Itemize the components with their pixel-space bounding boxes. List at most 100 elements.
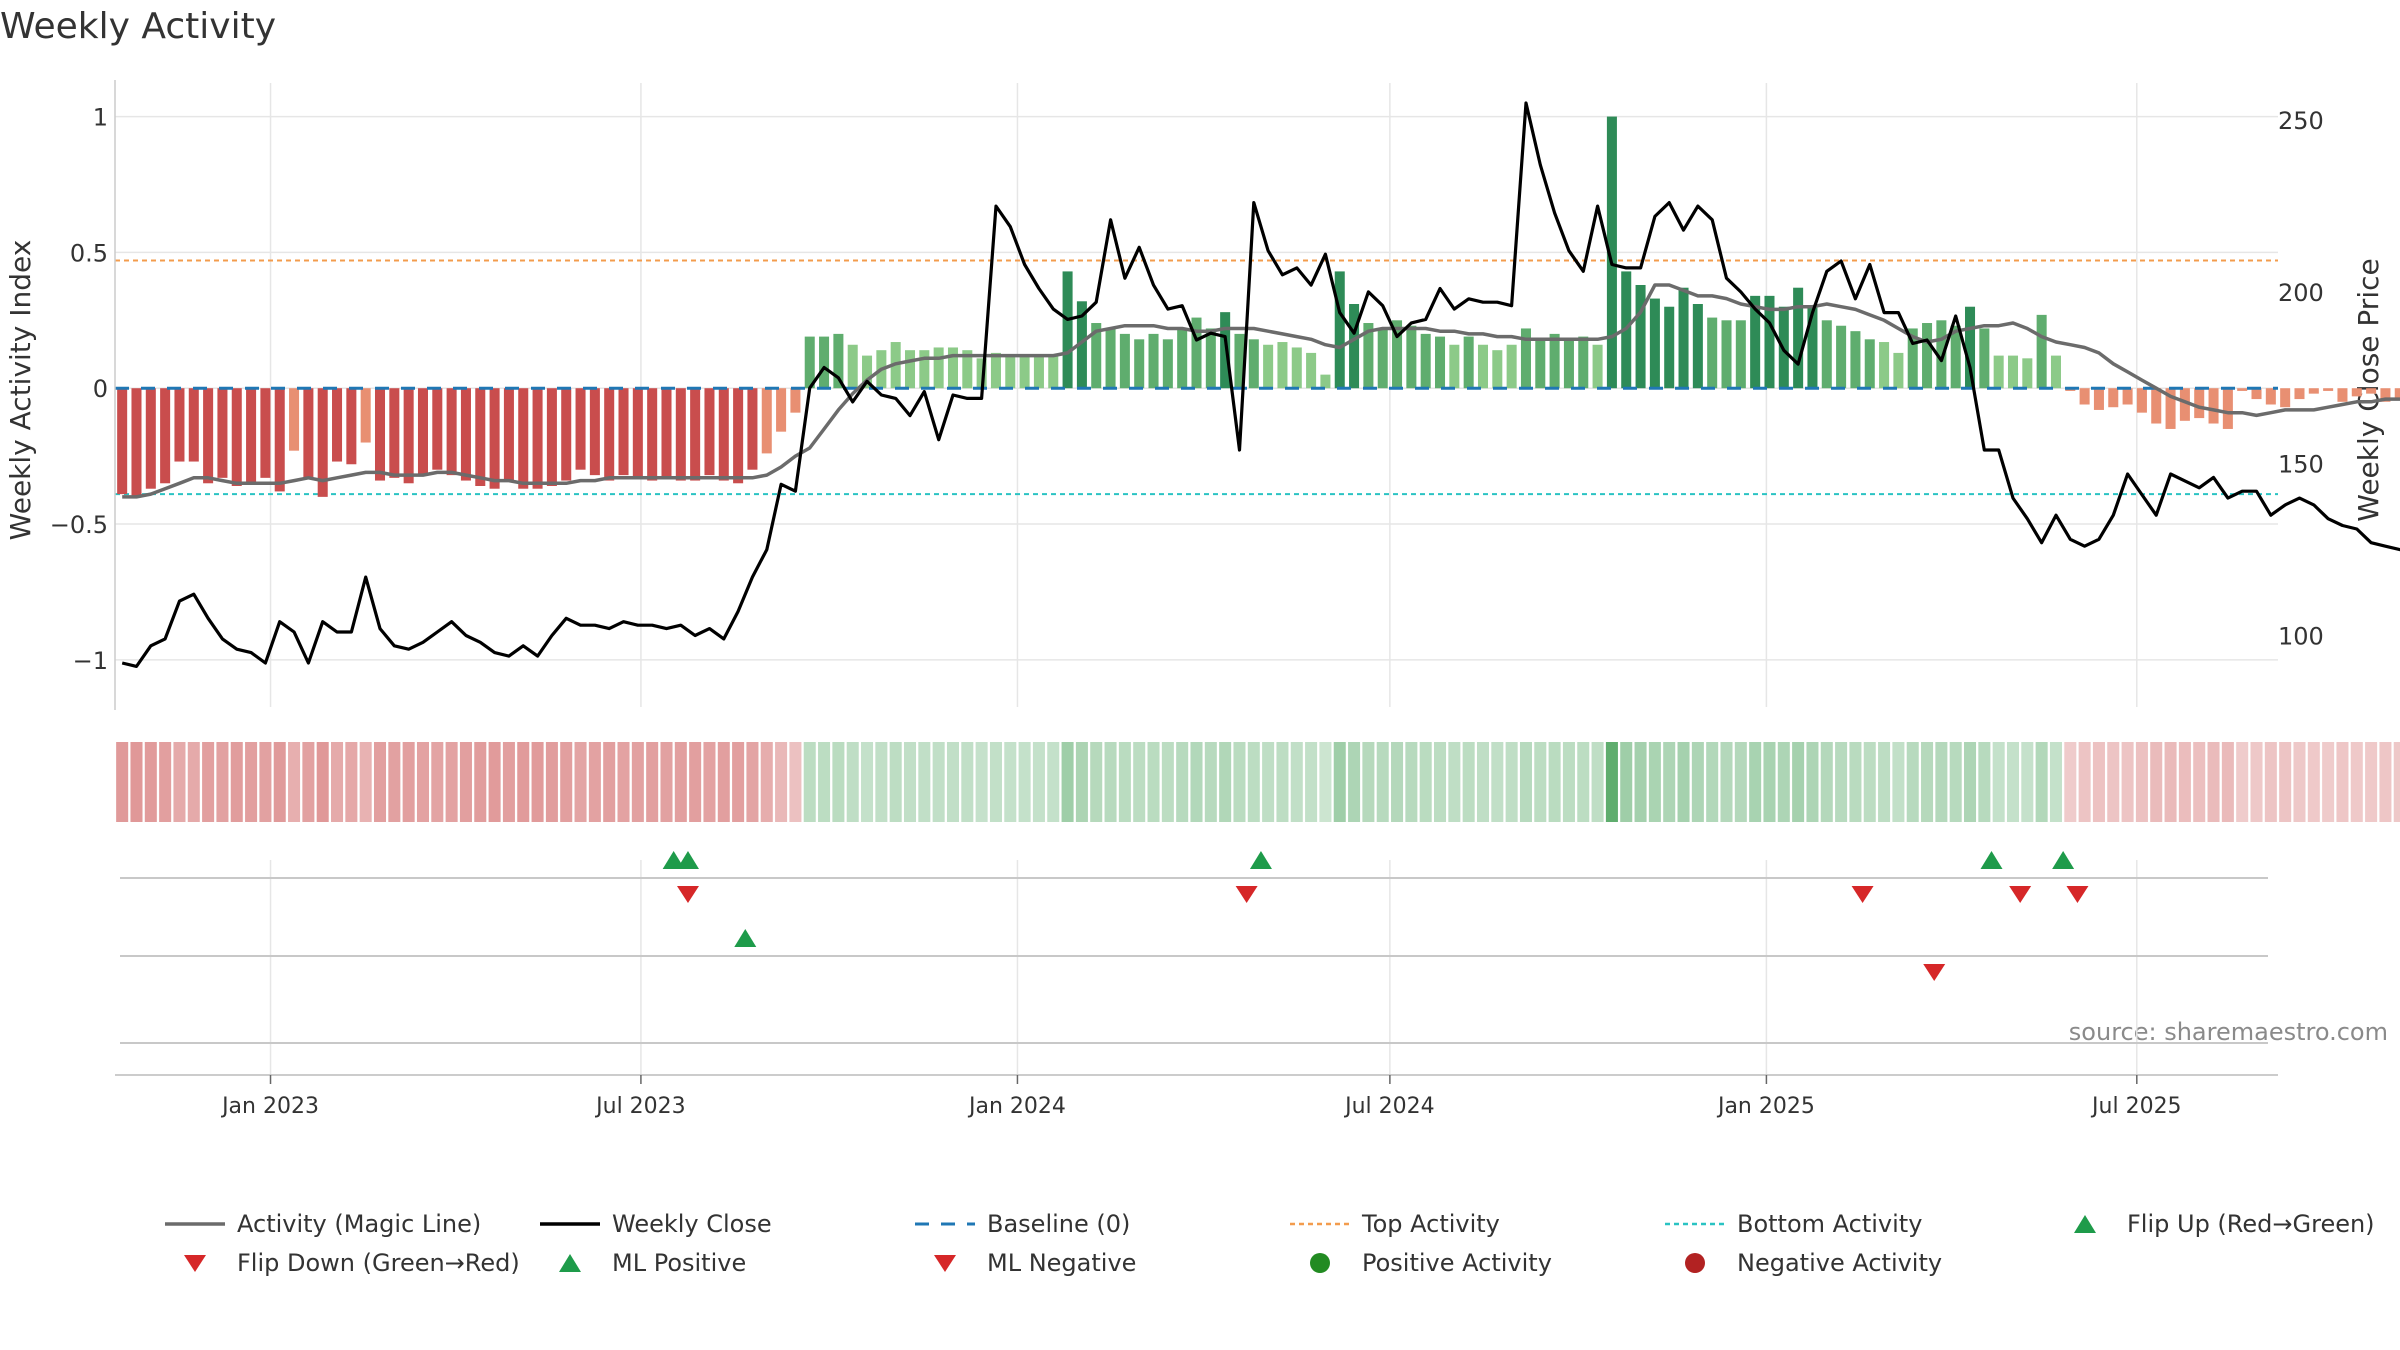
strip-cell bbox=[488, 742, 501, 822]
strip-cell bbox=[2393, 742, 2400, 822]
activity-bar bbox=[1965, 306, 1976, 389]
y-tick-left: 0.5 bbox=[70, 239, 108, 267]
strip-cell bbox=[259, 742, 272, 822]
strip-cell bbox=[1964, 742, 1977, 822]
activity-bar bbox=[833, 333, 844, 389]
strip-cell bbox=[889, 742, 902, 822]
strip-cell bbox=[1978, 742, 1991, 822]
strip-cell bbox=[1906, 742, 1919, 822]
strip-cell bbox=[861, 742, 874, 822]
y-tick-left: 1 bbox=[93, 104, 108, 132]
magic-line bbox=[122, 283, 2400, 499]
strip-cell bbox=[1305, 742, 1318, 822]
strip-cell bbox=[144, 742, 157, 822]
strip-cell bbox=[402, 742, 415, 822]
strip-cell bbox=[1534, 742, 1547, 822]
activity-bar bbox=[2194, 388, 2205, 419]
strip-cell bbox=[1763, 742, 1776, 822]
activity-bar bbox=[1850, 331, 1861, 389]
activity-bar bbox=[1492, 350, 1503, 389]
axes: 1 0.5 0 −0.5 −1 250 200 150 100 Jan 2023 Jul 2023 J… bbox=[50, 80, 2324, 1119]
activity-bar bbox=[2007, 355, 2019, 389]
activity-bar bbox=[274, 388, 285, 492]
strip-cell bbox=[1434, 742, 1447, 822]
activity-bar bbox=[2036, 314, 2047, 389]
activity-bar bbox=[217, 388, 228, 478]
activity-bar bbox=[417, 388, 428, 476]
strip-cell bbox=[1677, 742, 1690, 822]
activity-bar bbox=[747, 388, 758, 470]
activity-bar bbox=[1936, 320, 1947, 389]
activity-bar bbox=[2237, 388, 2248, 391]
strip-cell bbox=[875, 742, 888, 822]
activity-bar bbox=[1205, 328, 1216, 389]
strip-cell bbox=[416, 742, 429, 822]
activity-bar bbox=[1692, 304, 1703, 389]
activity-bar bbox=[1005, 355, 1016, 389]
activity-bar bbox=[389, 388, 400, 478]
activity-bar bbox=[1578, 336, 1589, 389]
x-tick-label: Jul 2025 bbox=[2090, 1094, 2182, 1119]
activity-bar bbox=[203, 388, 214, 484]
strip-cell bbox=[2092, 742, 2105, 822]
strip-cell bbox=[1247, 742, 1260, 822]
activity-bar bbox=[2151, 388, 2162, 424]
activity-bar bbox=[847, 344, 858, 389]
activity-bar bbox=[1649, 298, 1660, 389]
activity-bar bbox=[1922, 323, 1933, 389]
strip-cell bbox=[703, 742, 716, 822]
y-tick-right: 150 bbox=[2278, 451, 2324, 479]
activity-bar bbox=[962, 350, 973, 389]
strip-cell bbox=[116, 742, 129, 822]
activity-bar bbox=[990, 352, 1001, 389]
legend-label: Top Activity bbox=[1361, 1210, 1500, 1238]
activity-bar bbox=[2366, 388, 2377, 394]
activity-bar bbox=[2079, 388, 2090, 405]
ml-positive-marker bbox=[1249, 851, 1272, 869]
activity-bar bbox=[1535, 339, 1546, 389]
strip-cell bbox=[173, 742, 186, 822]
legend-label: Negative Activity bbox=[1737, 1249, 1942, 1277]
strip-cell bbox=[459, 742, 472, 822]
activity-bar bbox=[160, 388, 171, 484]
activity-bar bbox=[1793, 287, 1804, 389]
activity-bar bbox=[1750, 295, 1761, 389]
strip-cell bbox=[946, 742, 959, 822]
activity-bar bbox=[1306, 352, 1317, 389]
strip-cell bbox=[1075, 742, 1088, 822]
activity-bar bbox=[1506, 344, 1517, 389]
activity-bar bbox=[1191, 317, 1202, 389]
activity-bar bbox=[2251, 388, 2262, 400]
strip-cell bbox=[2264, 742, 2277, 822]
activity-bar bbox=[1435, 336, 1446, 389]
activity-bar bbox=[188, 388, 199, 462]
activity-bar bbox=[303, 388, 314, 478]
activity-bar bbox=[661, 388, 672, 478]
strip-cell bbox=[245, 742, 258, 822]
strip-cell bbox=[2078, 742, 2091, 822]
activity-bar bbox=[2308, 388, 2319, 394]
activity-bar bbox=[1907, 328, 1918, 389]
strip-cell bbox=[674, 742, 687, 822]
strip-cell bbox=[2221, 742, 2234, 822]
strip-cell bbox=[345, 742, 358, 822]
strip-cell bbox=[1176, 742, 1189, 822]
strip-cell bbox=[2350, 742, 2363, 822]
x-tick-label: Jul 2024 bbox=[1343, 1094, 1435, 1119]
activity-bar bbox=[1033, 355, 1044, 389]
activity-bar bbox=[1879, 342, 1890, 389]
activity-bar bbox=[360, 388, 371, 443]
ml-negative-marker bbox=[676, 886, 699, 903]
legend-label: Weekly Close bbox=[612, 1210, 772, 1238]
strip-cell bbox=[918, 742, 931, 822]
strip-cell bbox=[2064, 742, 2077, 822]
flip-down-marker bbox=[1923, 964, 1946, 981]
strip-cell bbox=[1734, 742, 1747, 822]
legend-label: Positive Activity bbox=[1362, 1249, 1552, 1277]
activity-bar bbox=[2294, 388, 2305, 400]
activity-bar bbox=[2351, 388, 2362, 397]
activity-bar bbox=[1807, 306, 1818, 389]
strip-cell bbox=[1749, 742, 1762, 822]
strip-cell bbox=[1849, 742, 1862, 822]
strip-cell bbox=[818, 742, 831, 822]
